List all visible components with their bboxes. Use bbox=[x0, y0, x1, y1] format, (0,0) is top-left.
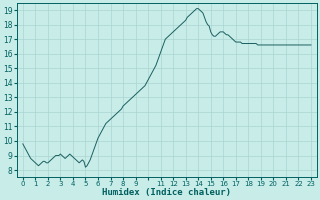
X-axis label: Humidex (Indice chaleur): Humidex (Indice chaleur) bbox=[102, 188, 231, 197]
